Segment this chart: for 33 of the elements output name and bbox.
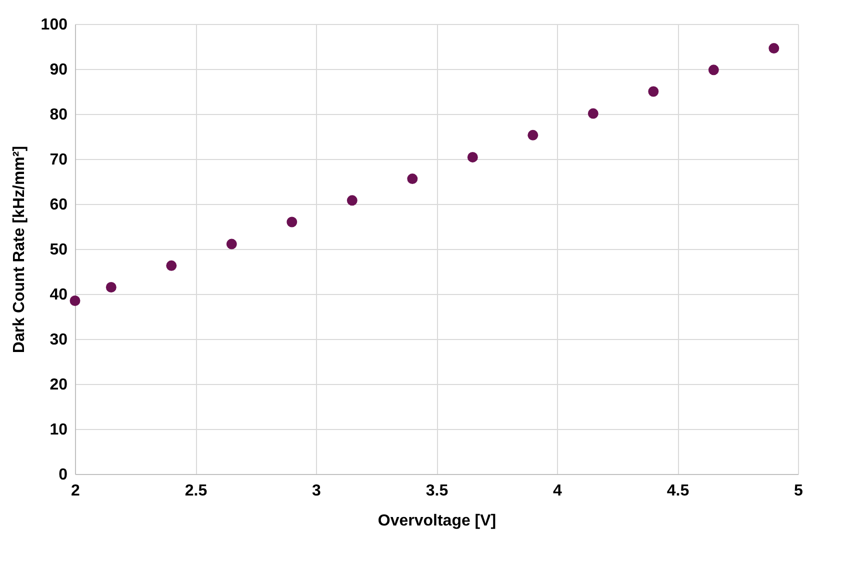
y-tick-label: 20	[50, 376, 68, 394]
point	[70, 296, 80, 306]
y-tick-label: 0	[58, 466, 68, 484]
point	[708, 64, 719, 76]
point	[648, 86, 659, 97]
point	[588, 108, 598, 119]
x-tick-label: 3	[312, 482, 322, 500]
y-tick-label: 90	[50, 62, 68, 78]
point	[467, 152, 478, 162]
y-tick-label: 30	[50, 332, 68, 348]
point	[528, 130, 538, 140]
x-tick-label: 2	[71, 482, 80, 500]
y-tick-label: 70	[50, 152, 68, 168]
x-tick-label: 4	[553, 482, 562, 500]
x-tick-label: 4.5	[666, 482, 690, 500]
point	[407, 174, 418, 184]
y-tick-label: 40	[50, 286, 68, 304]
y-axis-title: Dark Count Rate [kHz/mm²]	[10, 146, 28, 354]
point	[768, 43, 780, 54]
y-tick-label: 80	[50, 106, 68, 124]
x-tick-label: 2.5	[184, 482, 208, 500]
x-axis-title: Overvoltage [V]	[378, 512, 496, 530]
x-tick-label: 3.5	[426, 482, 448, 500]
y-tick-label: 50	[50, 242, 68, 258]
point	[106, 282, 116, 292]
point	[226, 238, 237, 250]
y-tick-label: 100	[40, 16, 68, 34]
y-tick-label: 10	[50, 422, 68, 438]
y-tick-label: 60	[50, 196, 68, 214]
point	[286, 216, 298, 228]
x-tick-label: 5	[794, 482, 804, 500]
point	[346, 195, 358, 206]
point	[166, 260, 177, 271]
